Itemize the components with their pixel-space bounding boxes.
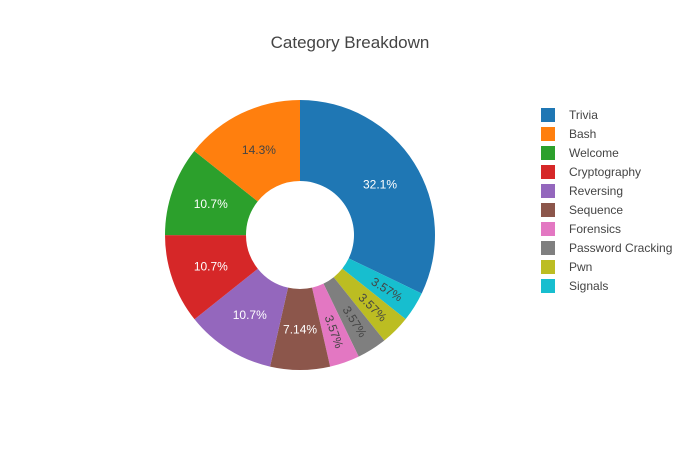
legend-swatch bbox=[541, 240, 555, 255]
legend-item-trivia[interactable]: Trivia bbox=[541, 105, 672, 124]
legend-label: Welcome bbox=[569, 145, 619, 160]
legend-item-bash[interactable]: Bash bbox=[541, 124, 672, 143]
slice-forensics[interactable] bbox=[312, 283, 359, 367]
slice-label-bash: 14.3% bbox=[242, 143, 276, 157]
slice-reversing[interactable] bbox=[194, 268, 289, 367]
slice-cryptography[interactable] bbox=[165, 235, 258, 320]
slice-signals[interactable] bbox=[342, 258, 422, 320]
legend-item-reversing[interactable]: Reversing bbox=[541, 181, 672, 200]
legend-swatch bbox=[541, 145, 555, 160]
legend-swatch bbox=[541, 221, 555, 236]
legend-label: Bash bbox=[569, 126, 597, 141]
legend-swatch bbox=[541, 164, 555, 179]
legend-item-password-cracking[interactable]: Password Cracking bbox=[541, 238, 672, 257]
slices-group bbox=[165, 99, 435, 370]
legend-label: Sequence bbox=[569, 202, 624, 217]
legend-swatch bbox=[541, 259, 555, 274]
legend: Trivia Bash Welcome Cryptography Reversing Se… bbox=[541, 105, 672, 295]
slice-sequence[interactable] bbox=[270, 287, 331, 370]
legend-label: Password Cracking bbox=[569, 240, 673, 255]
legend-item-cryptography[interactable]: Cryptography bbox=[541, 162, 672, 181]
legend-swatch bbox=[541, 278, 555, 293]
legend-item-pwn[interactable]: Pwn bbox=[541, 257, 672, 276]
legend-item-sequence[interactable]: Sequence bbox=[541, 200, 672, 219]
legend-label: Trivia bbox=[569, 107, 598, 122]
slice-trivia[interactable] bbox=[300, 100, 435, 294]
slice-welcome[interactable] bbox=[165, 150, 258, 236]
slice-label-trivia: 32.1% bbox=[363, 178, 397, 192]
legend-swatch bbox=[541, 107, 555, 122]
legend-item-welcome[interactable]: Welcome bbox=[541, 143, 672, 162]
legend-label: Reversing bbox=[569, 183, 624, 198]
legend-item-signals[interactable]: Signals bbox=[541, 276, 672, 295]
slice-label-sequence: 7.14% bbox=[283, 322, 317, 336]
slice-label-cryptography: 10.7% bbox=[194, 259, 228, 273]
slice-bash[interactable] bbox=[194, 99, 300, 202]
legend-item-forensics[interactable]: Forensics bbox=[541, 219, 672, 238]
legend-swatch bbox=[541, 183, 555, 198]
legend-label: Signals bbox=[569, 278, 609, 293]
slice-pwn[interactable] bbox=[333, 268, 406, 341]
legend-label: Cryptography bbox=[569, 164, 642, 179]
slice-password-cracking[interactable] bbox=[323, 277, 385, 357]
legend-swatch bbox=[541, 202, 555, 217]
chart-title: Category Breakdown bbox=[270, 33, 430, 52]
legend-swatch bbox=[541, 126, 555, 141]
legend-label: Forensics bbox=[569, 221, 622, 236]
slice-label-reversing: 10.7% bbox=[233, 308, 267, 322]
legend-label: Pwn bbox=[569, 259, 593, 274]
slice-label-welcome: 10.7% bbox=[194, 197, 228, 211]
